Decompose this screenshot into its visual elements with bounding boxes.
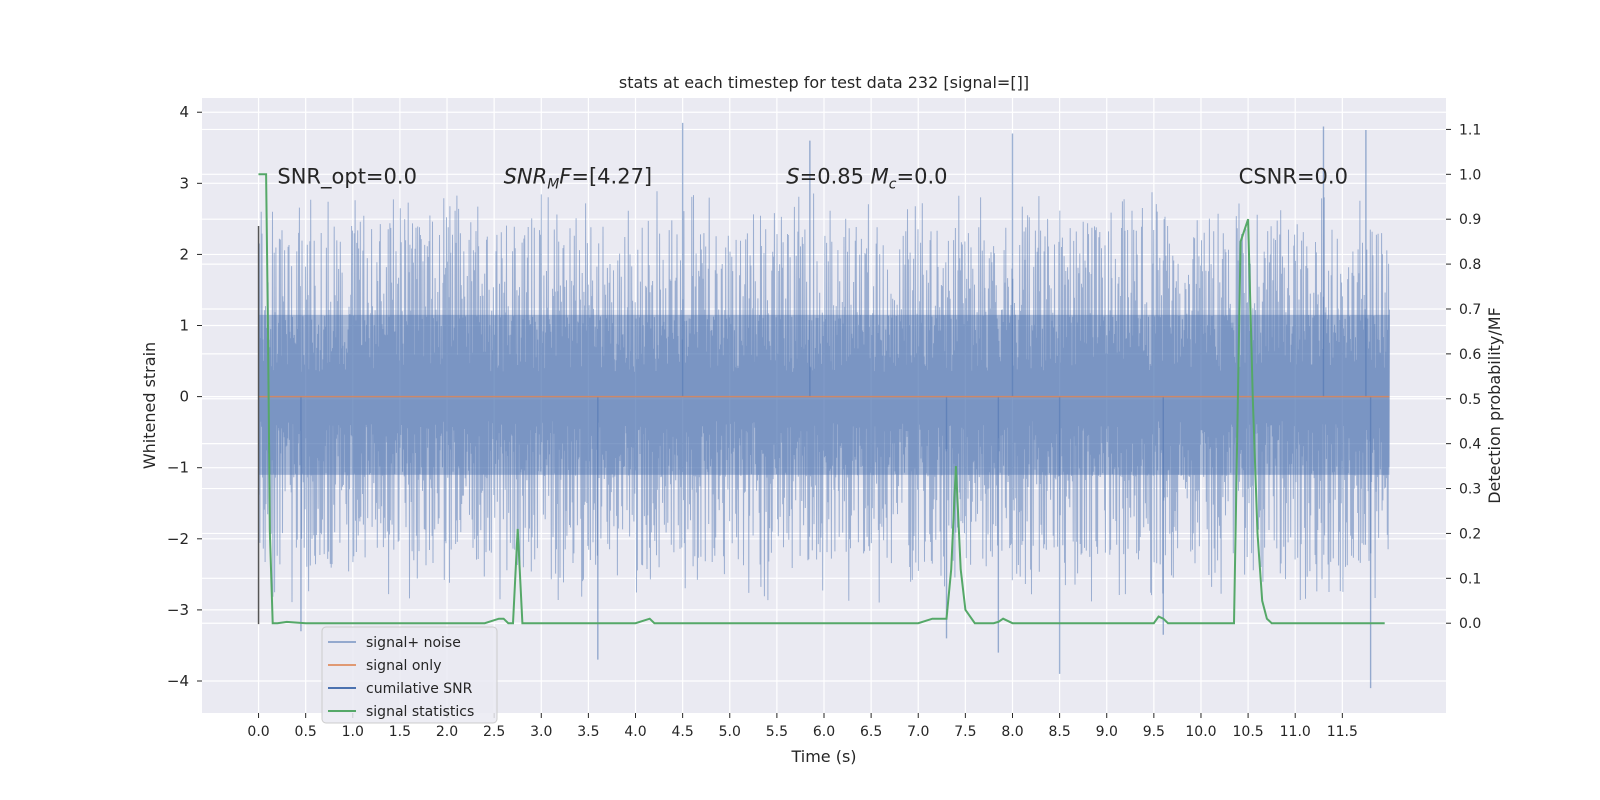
x-tick-label: 0.0 (247, 724, 269, 740)
annotation-snr-mf: SNRMF=[4.27] (504, 164, 653, 192)
legend-label: signal+ noise (366, 635, 461, 651)
x-tick-label: 1.0 (342, 724, 364, 740)
y-right-tick-label: 1.1 (1459, 122, 1481, 138)
y-left-tick-label: −3 (167, 601, 189, 619)
y-right-tick-label: 0.3 (1459, 482, 1481, 498)
x-tick-label: 7.0 (907, 724, 929, 740)
annotation-snr-opt: SNR_opt=0.0 (277, 164, 417, 189)
series-signal-noise (258, 191, 1390, 603)
x-tick-label: 8.0 (1001, 724, 1023, 740)
x-tick-label: 8.5 (1048, 724, 1070, 740)
x-tick-label: 9.5 (1143, 724, 1165, 740)
signal-noise-core (258, 314, 1390, 475)
y-right-tick-label: 0.5 (1459, 392, 1481, 408)
y-right-tick-label: 0.2 (1459, 526, 1481, 542)
y-right-tick-label: 0.4 (1459, 437, 1481, 453)
axes: 0.0 0.5 1.0 1.5 2.0 2.5 3.0 3.5 4.0 4.5 5.0 5.5 6.0 6… (167, 103, 1481, 740)
y-right-tick-label: 0.1 (1459, 571, 1481, 587)
y-right-tick-label: 0.0 (1459, 616, 1481, 632)
x-tick-label: 4.5 (672, 724, 694, 740)
x-tick-label: 3.0 (530, 724, 552, 740)
x-tick-label: 7.5 (954, 724, 976, 740)
y-left-tick-label: −2 (167, 530, 189, 548)
legend-label: signal statistics (366, 704, 474, 720)
y-right-tick-label: 1.0 (1459, 167, 1481, 183)
legend: signal+ noise signal only cumilative SNR si… (321, 626, 498, 724)
y-left-tick-label: −1 (167, 459, 189, 477)
y-right-tick-label: 0.6 (1459, 347, 1481, 363)
x-tick-label: 1.5 (389, 724, 411, 740)
x-tick-label: 2.0 (436, 724, 458, 740)
x-tick-label: 9.0 (1096, 724, 1118, 740)
y-right-tick-label: 0.8 (1459, 257, 1481, 273)
y-left-tick-label: 0 (179, 388, 189, 406)
legend-label: signal only (366, 658, 441, 674)
x-tick-label: 5.5 (766, 724, 788, 740)
y-left-tick-label: −4 (167, 672, 189, 690)
x-tick-label: 11.0 (1280, 724, 1311, 740)
x-tick-label: 10.5 (1233, 724, 1264, 740)
x-tick-label: 6.0 (813, 724, 835, 740)
x-tick-label: 10.0 (1185, 724, 1216, 740)
y-left-tick-label: 2 (179, 245, 189, 263)
y-left-axis-label: Whitened strain (140, 342, 159, 469)
x-tick-label: 5.0 (719, 724, 741, 740)
y-right-tick-label: 0.7 (1459, 302, 1481, 318)
series-signal-statistics (258, 173, 1385, 625)
x-axis-label: Time (s) (790, 747, 856, 766)
x-tick-label: 2.5 (483, 724, 505, 740)
y-right-tick-label: 0.9 (1459, 212, 1481, 228)
y-left-tick-label: 3 (179, 174, 189, 192)
x-tick-label: 3.5 (577, 724, 599, 740)
annotation-csnr: CSNR=0.0 (1239, 164, 1348, 188)
x-tick-label: 4.0 (624, 724, 646, 740)
x-tick-label: 6.5 (860, 724, 882, 740)
y-left-tick-label: 4 (179, 103, 189, 121)
x-tick-label: 0.5 (295, 724, 317, 740)
annotation-s-mc: S=0.85 Mc=0.0 (786, 164, 947, 192)
y-left-tick-label: 1 (179, 317, 189, 335)
x-tick-label: 11.5 (1327, 724, 1358, 740)
legend-box (321, 626, 498, 724)
chart-title: stats at each timestep for test data 232… (619, 73, 1029, 92)
legend-label: cumilative SNR (366, 681, 473, 697)
y-right-axis-label: Detection probability/MF (1485, 307, 1504, 504)
